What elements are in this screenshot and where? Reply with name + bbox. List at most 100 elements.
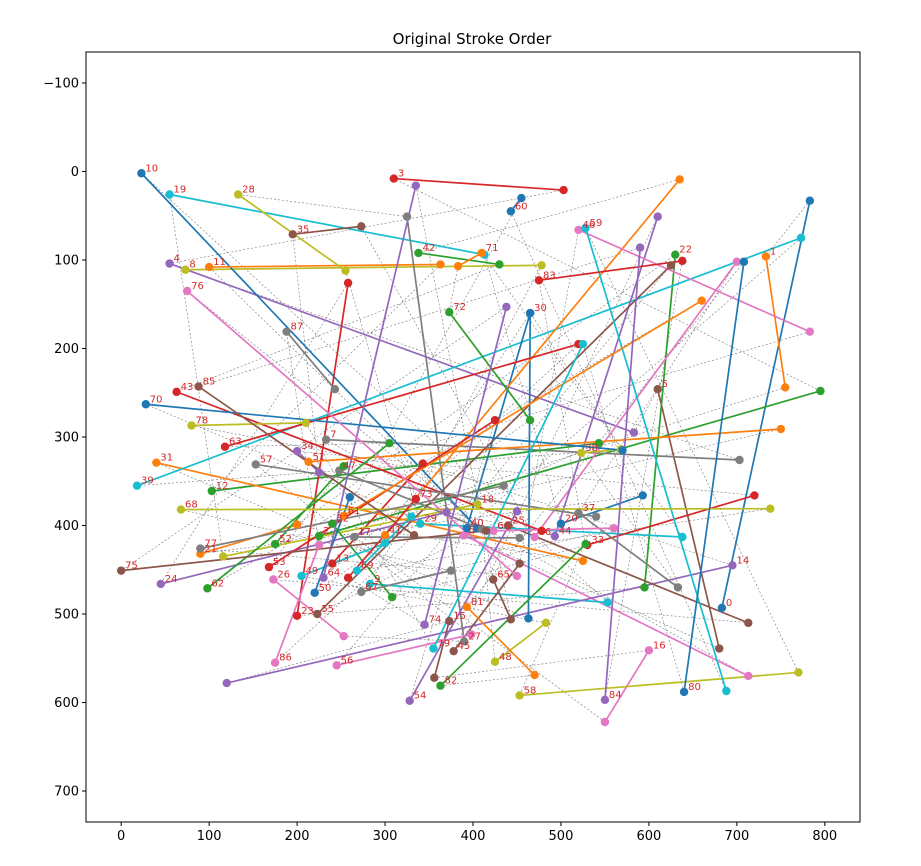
- stroke-start-point: [332, 661, 341, 670]
- stroke-end-point: [411, 181, 421, 190]
- stroke-line: [643, 254, 677, 588]
- stroke-end-point: [341, 266, 350, 275]
- stroke-line: [308, 428, 781, 463]
- stroke-start-point: [460, 637, 469, 646]
- stroke-end-point: [578, 556, 588, 566]
- stroke-end-point: [722, 686, 731, 696]
- stroke-order-label: 22: [679, 245, 692, 256]
- stroke-order-label: 63: [229, 437, 242, 448]
- stroke-order-label: 85: [203, 377, 216, 388]
- stroke-start-point: [411, 494, 421, 504]
- stroke-start-point: [203, 584, 212, 593]
- stroke-line: [423, 306, 508, 625]
- connector-line: [409, 420, 496, 701]
- stroke-line: [683, 261, 745, 693]
- stroke-line: [507, 524, 749, 624]
- stroke-order-label: 6: [468, 525, 474, 536]
- stroke-line: [169, 262, 635, 434]
- connector-line: [332, 442, 599, 564]
- stroke-order-label: 0: [726, 598, 732, 609]
- stroke-start-point: [576, 448, 586, 458]
- stroke-end-point: [490, 415, 500, 425]
- stroke-end-point: [715, 644, 724, 653]
- stroke-start-point: [515, 691, 524, 700]
- stroke-end-point: [314, 468, 324, 477]
- connector-line: [191, 425, 504, 486]
- connector-line: [356, 508, 771, 571]
- stroke-end-point: [407, 512, 416, 521]
- stroke-end-point: [739, 257, 749, 266]
- stroke-order-label: 31: [160, 453, 173, 464]
- stroke-line: [336, 633, 472, 667]
- stroke-order-label: 13: [336, 554, 349, 565]
- stroke-end-point: [222, 678, 231, 688]
- stroke-end-point: [481, 526, 491, 536]
- stroke-order-label: 16: [653, 640, 666, 651]
- stroke-start-point: [233, 190, 243, 199]
- stroke-order-label: 67: [365, 582, 378, 593]
- stroke-end-point: [512, 507, 522, 516]
- stroke-start-point: [264, 562, 274, 572]
- connector-line: [369, 265, 542, 585]
- connector-line: [418, 179, 680, 254]
- stroke-line: [533, 261, 738, 538]
- stroke-order-label: 35: [297, 224, 310, 235]
- stroke-line: [432, 343, 584, 649]
- stroke-line: [156, 461, 584, 562]
- stroke-start-point: [328, 559, 337, 568]
- stroke-order-label: 56: [341, 655, 354, 666]
- stroke-start-point: [416, 519, 425, 528]
- stroke-start-point: [282, 327, 291, 336]
- stroke-end-point: [446, 566, 456, 575]
- stroke-order-label: 3: [398, 169, 404, 180]
- stroke-end-point: [618, 446, 627, 455]
- stroke-line: [553, 216, 659, 537]
- stroke-order-label: 33: [591, 535, 604, 546]
- stroke-end-point: [697, 296, 706, 305]
- stroke-line: [272, 578, 345, 637]
- stroke-line: [354, 536, 520, 539]
- stroke-start-point: [489, 575, 498, 584]
- connector-line: [484, 254, 562, 524]
- connector-line: [538, 280, 586, 545]
- stroke-line: [292, 225, 362, 236]
- stroke-line: [224, 343, 579, 448]
- stroke-start-point: [132, 481, 142, 490]
- stroke-points: [116, 169, 825, 727]
- stroke-order-label: 11: [213, 257, 226, 268]
- stroke-end-point: [744, 618, 753, 628]
- stroke-start-point: [116, 566, 126, 575]
- stroke-start-point: [172, 387, 181, 397]
- stroke-start-point: [319, 573, 328, 582]
- stroke-end-point: [600, 717, 610, 727]
- stroke-order-label: 9: [374, 574, 380, 585]
- stroke-end-point: [292, 520, 302, 529]
- stroke-end-point: [744, 671, 753, 681]
- stroke-end-point: [330, 385, 340, 394]
- stroke-line: [656, 389, 721, 649]
- connector-line: [301, 575, 547, 624]
- stroke-line: [301, 542, 386, 577]
- stroke-line: [296, 282, 349, 616]
- stroke-start-point: [462, 602, 472, 612]
- stroke-order-label: 71: [486, 243, 499, 254]
- connector-line: [466, 261, 745, 608]
- stroke-start-point: [477, 248, 486, 258]
- stroke-order-label: 42: [422, 243, 435, 254]
- stroke-line: [361, 569, 452, 593]
- stroke-line: [211, 442, 599, 492]
- stroke-order-label: 21: [204, 544, 217, 555]
- connector-line: [318, 387, 786, 537]
- stroke-order-label: 77: [204, 539, 217, 550]
- stroke-line: [604, 247, 641, 700]
- stroke-line: [538, 260, 683, 282]
- stroke-end-point: [537, 261, 546, 270]
- stroke-end-point: [525, 415, 535, 425]
- connector-line: [446, 511, 509, 526]
- stroke-order-label: 50: [319, 583, 332, 594]
- stroke-start-point: [449, 646, 458, 656]
- stroke-order-label: 84: [609, 690, 622, 701]
- stroke-end-point: [578, 339, 588, 349]
- stroke-order-label: 2: [323, 526, 329, 537]
